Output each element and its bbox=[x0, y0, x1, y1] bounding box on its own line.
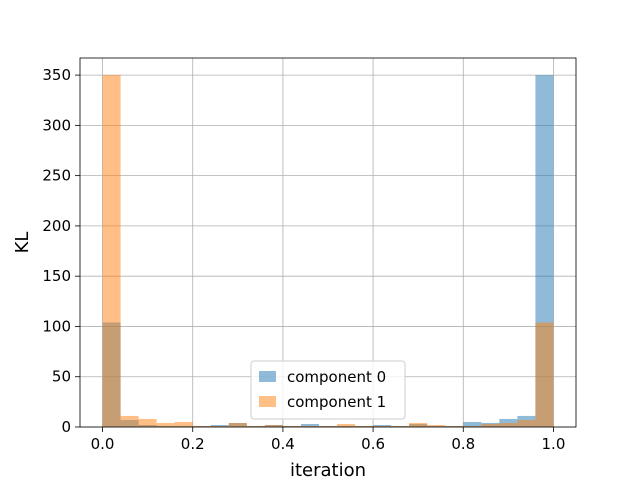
legend-swatch bbox=[259, 371, 276, 382]
bar-series-1 bbox=[228, 422, 247, 427]
bar-series-1 bbox=[427, 424, 446, 427]
bar-series-1 bbox=[264, 424, 283, 427]
bar-series-1 bbox=[156, 422, 175, 427]
bar-series-1 bbox=[373, 425, 392, 427]
x-tick-label: 0.8 bbox=[451, 435, 475, 453]
x-tick-label: 1.0 bbox=[542, 435, 566, 453]
x-axis-label: iteration bbox=[290, 460, 366, 480]
histogram-bars bbox=[102, 75, 554, 427]
bar-series-1 bbox=[481, 423, 500, 427]
bar-series-1 bbox=[120, 415, 139, 427]
bar-series-1 bbox=[300, 425, 319, 427]
x-tick-label: 0.4 bbox=[271, 435, 295, 453]
legend-box bbox=[250, 360, 406, 420]
x-tick-label: 0.0 bbox=[91, 435, 115, 453]
bar-series-1 bbox=[355, 425, 374, 427]
y-tick-label: 50 bbox=[52, 368, 71, 386]
y-axis-ticks: 0 50 100 150 200 250 300 350 bbox=[42, 66, 80, 436]
bar-series-1 bbox=[463, 425, 482, 427]
y-tick-label: 200 bbox=[42, 217, 71, 235]
legend: component 0 component 1 bbox=[250, 360, 406, 420]
legend-label: component 0 bbox=[287, 368, 386, 386]
bar-series-1 bbox=[445, 425, 464, 427]
y-tick-label: 0 bbox=[61, 418, 71, 436]
bar-series-1 bbox=[282, 425, 301, 427]
plot-frame bbox=[79, 57, 577, 428]
bar-series-1 bbox=[192, 425, 211, 427]
x-axis-ticks: 0.0 0.2 0.4 0.6 0.8 1.0 bbox=[91, 427, 566, 453]
bar-series-1 bbox=[409, 422, 428, 427]
y-tick-label: 350 bbox=[42, 66, 71, 84]
bar-series-1 bbox=[102, 75, 121, 427]
bar-series-0 bbox=[463, 421, 482, 427]
y-tick-label: 300 bbox=[42, 116, 71, 134]
legend-swatch bbox=[259, 396, 276, 407]
bar-series-1 bbox=[391, 425, 410, 427]
y-tick-label: 100 bbox=[42, 317, 71, 335]
x-tick-label: 0.2 bbox=[181, 435, 205, 453]
y-tick-label: 250 bbox=[42, 167, 71, 185]
bar-series-1 bbox=[517, 419, 536, 427]
y-axis-label: KL bbox=[12, 232, 33, 254]
legend-label: component 1 bbox=[287, 393, 386, 411]
x-tick-label: 0.6 bbox=[361, 435, 385, 453]
y-tick-label: 150 bbox=[42, 267, 71, 285]
bar-series-0 bbox=[300, 423, 319, 427]
bar-series-1 bbox=[337, 423, 356, 427]
bar-series-1 bbox=[499, 422, 518, 427]
bar-series-1 bbox=[318, 425, 338, 427]
bar-series-1 bbox=[246, 425, 265, 427]
bar-series-1 bbox=[210, 425, 229, 427]
bar-series-1 bbox=[174, 421, 193, 427]
bar-series-1 bbox=[138, 418, 157, 427]
bar-series-1 bbox=[535, 322, 554, 427]
